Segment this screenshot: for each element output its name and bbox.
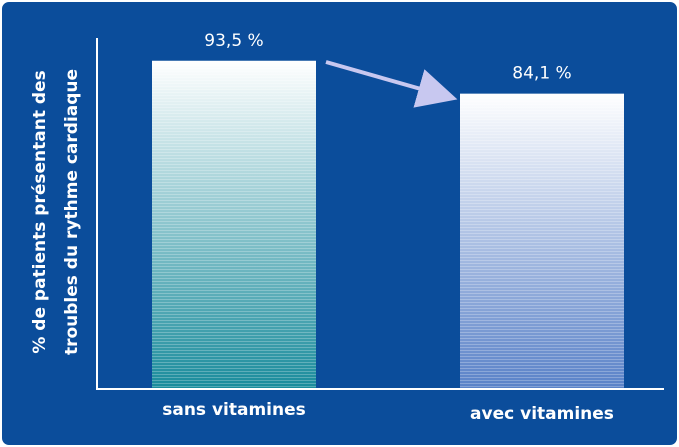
y-axis-label: % de patients présentant des — [30, 70, 50, 353]
x-tick-label: avec vitamines — [470, 404, 614, 424]
bar-stripes — [152, 60, 316, 388]
arrow — [325, 60, 458, 108]
value-label: 93,5 % — [204, 31, 263, 51]
x-tick-label: sans vitamines — [162, 400, 306, 420]
bar-stripes — [460, 93, 624, 389]
y-axis-label: troubles du rythme cardiaque — [62, 69, 82, 355]
value-label: 84,1 % — [512, 64, 571, 84]
